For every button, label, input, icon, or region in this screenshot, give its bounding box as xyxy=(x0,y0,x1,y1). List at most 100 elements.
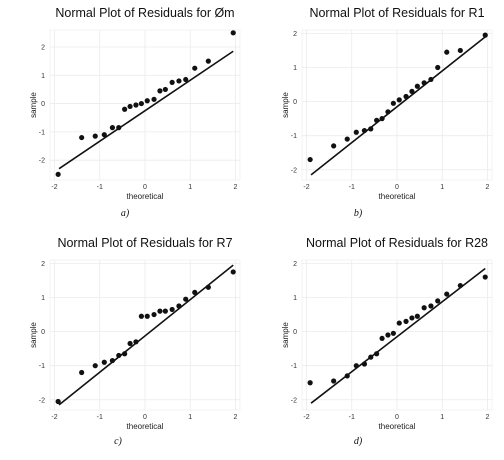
data-point xyxy=(396,320,402,326)
data-point xyxy=(122,106,128,112)
data-point xyxy=(374,117,380,123)
data-point xyxy=(368,354,374,360)
x-axis-label: theoretical xyxy=(127,192,164,200)
y-tick-label: 2 xyxy=(293,31,297,38)
x-tick-label: -1 xyxy=(349,414,355,421)
y-tick-label: 0 xyxy=(41,101,45,108)
x-tick-label: 1 xyxy=(188,184,192,191)
data-point xyxy=(144,98,150,104)
plot-title: Normal Plot of Residuals for R7 xyxy=(57,236,232,250)
data-point xyxy=(331,143,337,149)
panel-caption-a: a) xyxy=(120,208,130,219)
y-tick-label: 0 xyxy=(41,329,45,336)
data-point xyxy=(482,274,488,280)
data-point xyxy=(162,308,168,314)
data-point xyxy=(421,80,427,86)
data-point xyxy=(122,351,128,357)
x-tick-label: 0 xyxy=(395,184,399,191)
data-point xyxy=(92,363,98,369)
data-point xyxy=(457,282,463,289)
data-point xyxy=(409,88,415,94)
data-point xyxy=(457,47,463,54)
data-point xyxy=(390,330,396,336)
data-point xyxy=(435,298,441,304)
y-axis-label: sample xyxy=(29,322,38,348)
data-point xyxy=(344,136,350,142)
y-tick-label: -2 xyxy=(39,158,45,165)
plot-title: Normal Plot of Residuals for R28 xyxy=(306,236,488,250)
reference-line xyxy=(310,267,486,404)
qq-plot-r28: Normal Plot of Residuals for R28 -2 -1 0 1 2 -… xyxy=(252,230,504,460)
data-point xyxy=(101,132,107,138)
data-point xyxy=(133,102,139,108)
x-tick-label: 2 xyxy=(234,184,238,191)
data-point xyxy=(92,133,98,139)
data-point xyxy=(116,352,122,359)
data-point xyxy=(169,306,175,313)
data-point xyxy=(192,289,198,295)
data-point xyxy=(414,83,420,89)
qq-plot-r7-svg: Normal Plot of Residuals for R7 -2 -1 0 1 2 -2… xyxy=(29,236,241,430)
data-point xyxy=(183,76,189,83)
data-point xyxy=(444,49,450,55)
data-point xyxy=(176,303,182,309)
reference-line xyxy=(58,50,234,170)
data-point xyxy=(428,303,434,309)
qq-plot-r28-svg: Normal Plot of Residuals for R28 -2 -1 0 1 2 -… xyxy=(281,236,493,430)
data-point xyxy=(368,126,374,132)
data-point xyxy=(183,296,189,302)
y-tick-label: -1 xyxy=(291,133,297,140)
plot-title: Normal Plot of Residuals for R1 xyxy=(309,6,484,20)
y-tick-label: 1 xyxy=(293,65,297,72)
data-point xyxy=(435,64,441,71)
data-point xyxy=(205,284,211,290)
data-point xyxy=(162,86,168,93)
reference-line xyxy=(58,264,234,406)
y-tick-label: 1 xyxy=(293,295,297,302)
x-tick-label: -2 xyxy=(303,414,309,421)
x-tick-label: 1 xyxy=(440,414,444,421)
data-point xyxy=(414,313,420,319)
qq-plot-r7: Normal Plot of Residuals for R7 -2 -1 0 1 2 -2… xyxy=(0,230,252,460)
data-point xyxy=(109,357,116,364)
y-tick-label: 1 xyxy=(41,295,45,302)
data-point xyxy=(409,315,415,321)
data-point xyxy=(385,332,391,338)
y-tick-label: 2 xyxy=(293,261,297,268)
data-point xyxy=(396,97,402,103)
data-point xyxy=(379,335,385,342)
data-point xyxy=(230,269,236,275)
y-tick-label: -2 xyxy=(291,397,297,404)
data-point xyxy=(169,79,175,85)
y-axis-label: sample xyxy=(281,92,290,118)
data-point xyxy=(403,318,409,324)
data-point xyxy=(151,311,157,318)
data-point xyxy=(101,359,107,365)
data-point xyxy=(133,339,139,345)
data-point xyxy=(144,313,150,319)
data-point xyxy=(192,65,198,71)
plot-title: Normal Plot of Residuals for Øm xyxy=(55,6,234,20)
qq-plot-om-svg: Normal Plot of Residuals for Øm -2 -1 0 1 2 -2… xyxy=(29,6,241,200)
x-tick-label: -2 xyxy=(51,184,57,191)
x-tick-label: 2 xyxy=(234,414,238,421)
x-axis-label: theoretical xyxy=(379,192,416,200)
data-point xyxy=(176,78,182,84)
x-tick-label: 2 xyxy=(486,184,490,191)
y-tick-label: -1 xyxy=(291,363,297,370)
reference-line xyxy=(310,36,486,176)
x-tick-label: -1 xyxy=(97,414,103,421)
data-point xyxy=(157,88,163,94)
data-point xyxy=(138,313,144,319)
data-point xyxy=(230,30,236,36)
data-point xyxy=(385,109,391,115)
y-tick-label: 2 xyxy=(41,261,45,268)
y-axis-label: sample xyxy=(281,322,290,348)
data-point xyxy=(151,96,157,102)
data-point xyxy=(353,129,359,135)
data-point xyxy=(428,76,434,83)
data-point xyxy=(361,361,368,367)
x-tick-label: 1 xyxy=(188,414,192,421)
y-tick-label: 0 xyxy=(293,329,297,336)
data-point xyxy=(482,32,488,38)
